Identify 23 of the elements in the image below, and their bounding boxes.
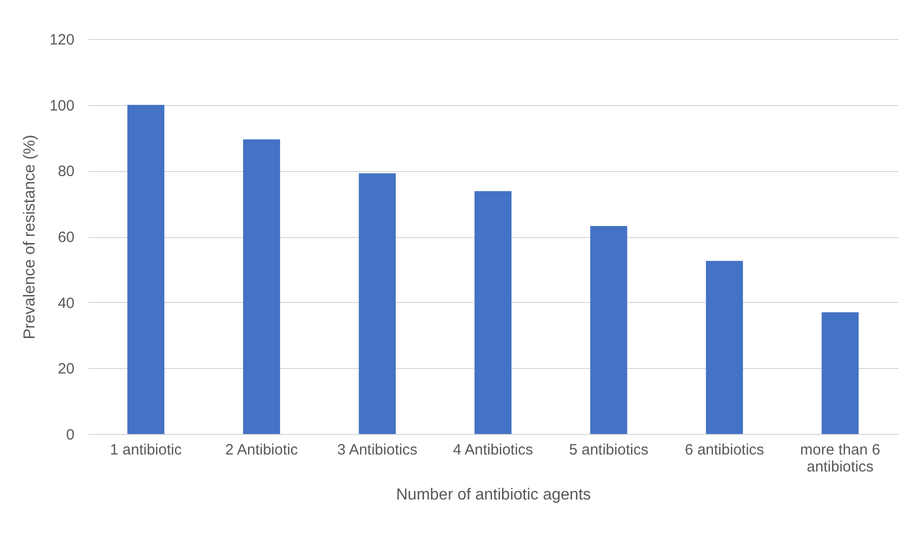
bar bbox=[706, 260, 743, 434]
y-tick-label: 40 bbox=[58, 294, 74, 312]
y-tick-label: 80 bbox=[58, 163, 74, 180]
bar bbox=[822, 312, 859, 434]
bar bbox=[474, 191, 512, 434]
y-axis-title: Prevalence of resistance (%) bbox=[21, 134, 38, 340]
x-tick-label: 6 antibiotics bbox=[684, 442, 764, 458]
y-tick-label: 100 bbox=[49, 97, 74, 114]
x-axis-title: Number of antibiotic agents bbox=[396, 486, 591, 504]
bar bbox=[243, 139, 280, 434]
y-tick-label: 120 bbox=[49, 32, 74, 48]
y-tick-label: 60 bbox=[58, 229, 74, 246]
x-tick-label: 2 Antibiotic bbox=[225, 442, 298, 458]
x-tick-label: 5 antibiotics bbox=[569, 442, 648, 458]
bar bbox=[127, 104, 164, 434]
bar bbox=[590, 226, 628, 434]
x-tick-label: more than 6 antibiotics bbox=[800, 442, 880, 476]
x-tick-label: 3 Antibiotics bbox=[337, 442, 418, 458]
bar bbox=[358, 173, 396, 434]
x-tick-label: 1 antibiotic bbox=[110, 442, 182, 458]
y-tick-label: 0 bbox=[66, 426, 74, 444]
y-tick-label: 20 bbox=[58, 360, 74, 378]
x-tick-label: 4 Antibiotics bbox=[452, 442, 534, 458]
